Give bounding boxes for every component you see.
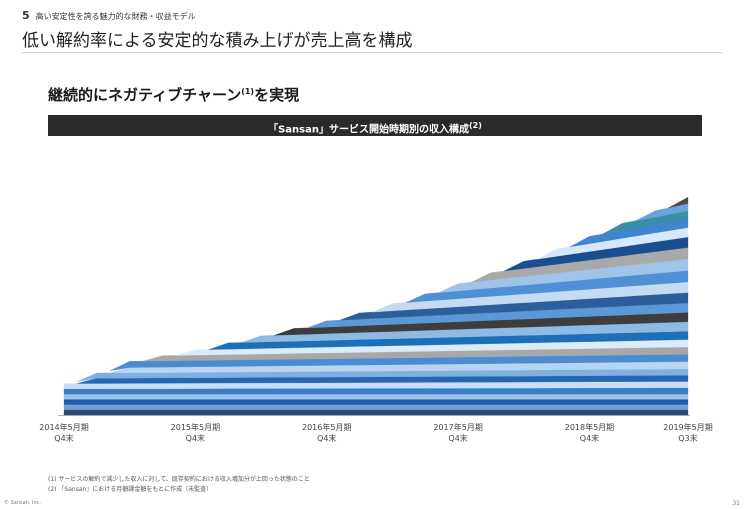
x-tick-label-5: 2018年5月期	[565, 422, 614, 432]
chart-areas	[63, 196, 689, 416]
x-axis-ticks: 2014年5月期Q4末2015年5月期Q4末2016年5月期Q4末2017年5月…	[39, 422, 712, 443]
section-label: 高い安定性を誇る魅力的な財務・収益モデル	[35, 12, 196, 21]
x-tick-sublabel-1: Q4末	[54, 433, 73, 443]
area-series-1	[63, 409, 689, 416]
footnotes: (1) サービスの解約で減少した収入に対して、既存契約における収入増加分が上回っ…	[48, 475, 310, 495]
x-tick-label-6: 2019年5月期	[663, 422, 712, 432]
x-tick-label-2: 2015年5月期	[171, 422, 220, 432]
title-divider	[22, 52, 722, 53]
area-series-4	[63, 393, 689, 400]
chart-title-note: (2)	[469, 121, 482, 130]
subheading-text-after: を実現	[254, 86, 300, 104]
section-number: 5	[22, 9, 30, 22]
x-tick-sublabel-3: Q4末	[317, 433, 336, 443]
footnote-1: (1) サービスの解約で減少した収入に対して、既存契約における収入増加分が上回っ…	[48, 476, 310, 483]
area-series-25	[602, 210, 689, 235]
chart-title: 「Sansan」サービス開始時期別の収入構成	[268, 124, 469, 136]
area-series-27	[668, 196, 689, 209]
page-title: 低い解約率による安定的な積み上げが売上高を構成	[22, 31, 413, 51]
area-series-26	[635, 203, 689, 221]
area-series-3	[63, 399, 689, 405]
page-number: 31	[732, 500, 740, 507]
area-series-2	[63, 404, 689, 410]
x-tick-label-3: 2016年5月期	[302, 422, 351, 432]
x-tick-label-1: 2014年5月期	[39, 422, 88, 432]
x-tick-sublabel-4: Q4末	[448, 433, 467, 443]
x-tick-sublabel-2: Q4末	[186, 433, 205, 443]
subheading-note-mark: (1)	[241, 87, 255, 96]
x-tick-label-4: 2017年5月期	[433, 422, 482, 432]
x-tick-sublabel-6: Q3末	[678, 433, 697, 443]
subheading-text: 継続的にネガティブチャーン	[48, 86, 242, 104]
footnote-2: (2) 「Sansan」における月額課金額をもとに作成（未監査）	[48, 486, 213, 493]
section-line: 5 高い安定性を誇る魅力的な財務・収益モデル	[22, 9, 196, 22]
chart-title-banner: 「Sansan」サービス開始時期別の収入構成(2)	[48, 115, 702, 136]
subheading: 継続的にネガティブチャーン(1)を実現	[48, 84, 299, 105]
copyright: © Sansan, Inc.	[4, 500, 41, 506]
x-tick-sublabel-5: Q4末	[580, 433, 599, 443]
